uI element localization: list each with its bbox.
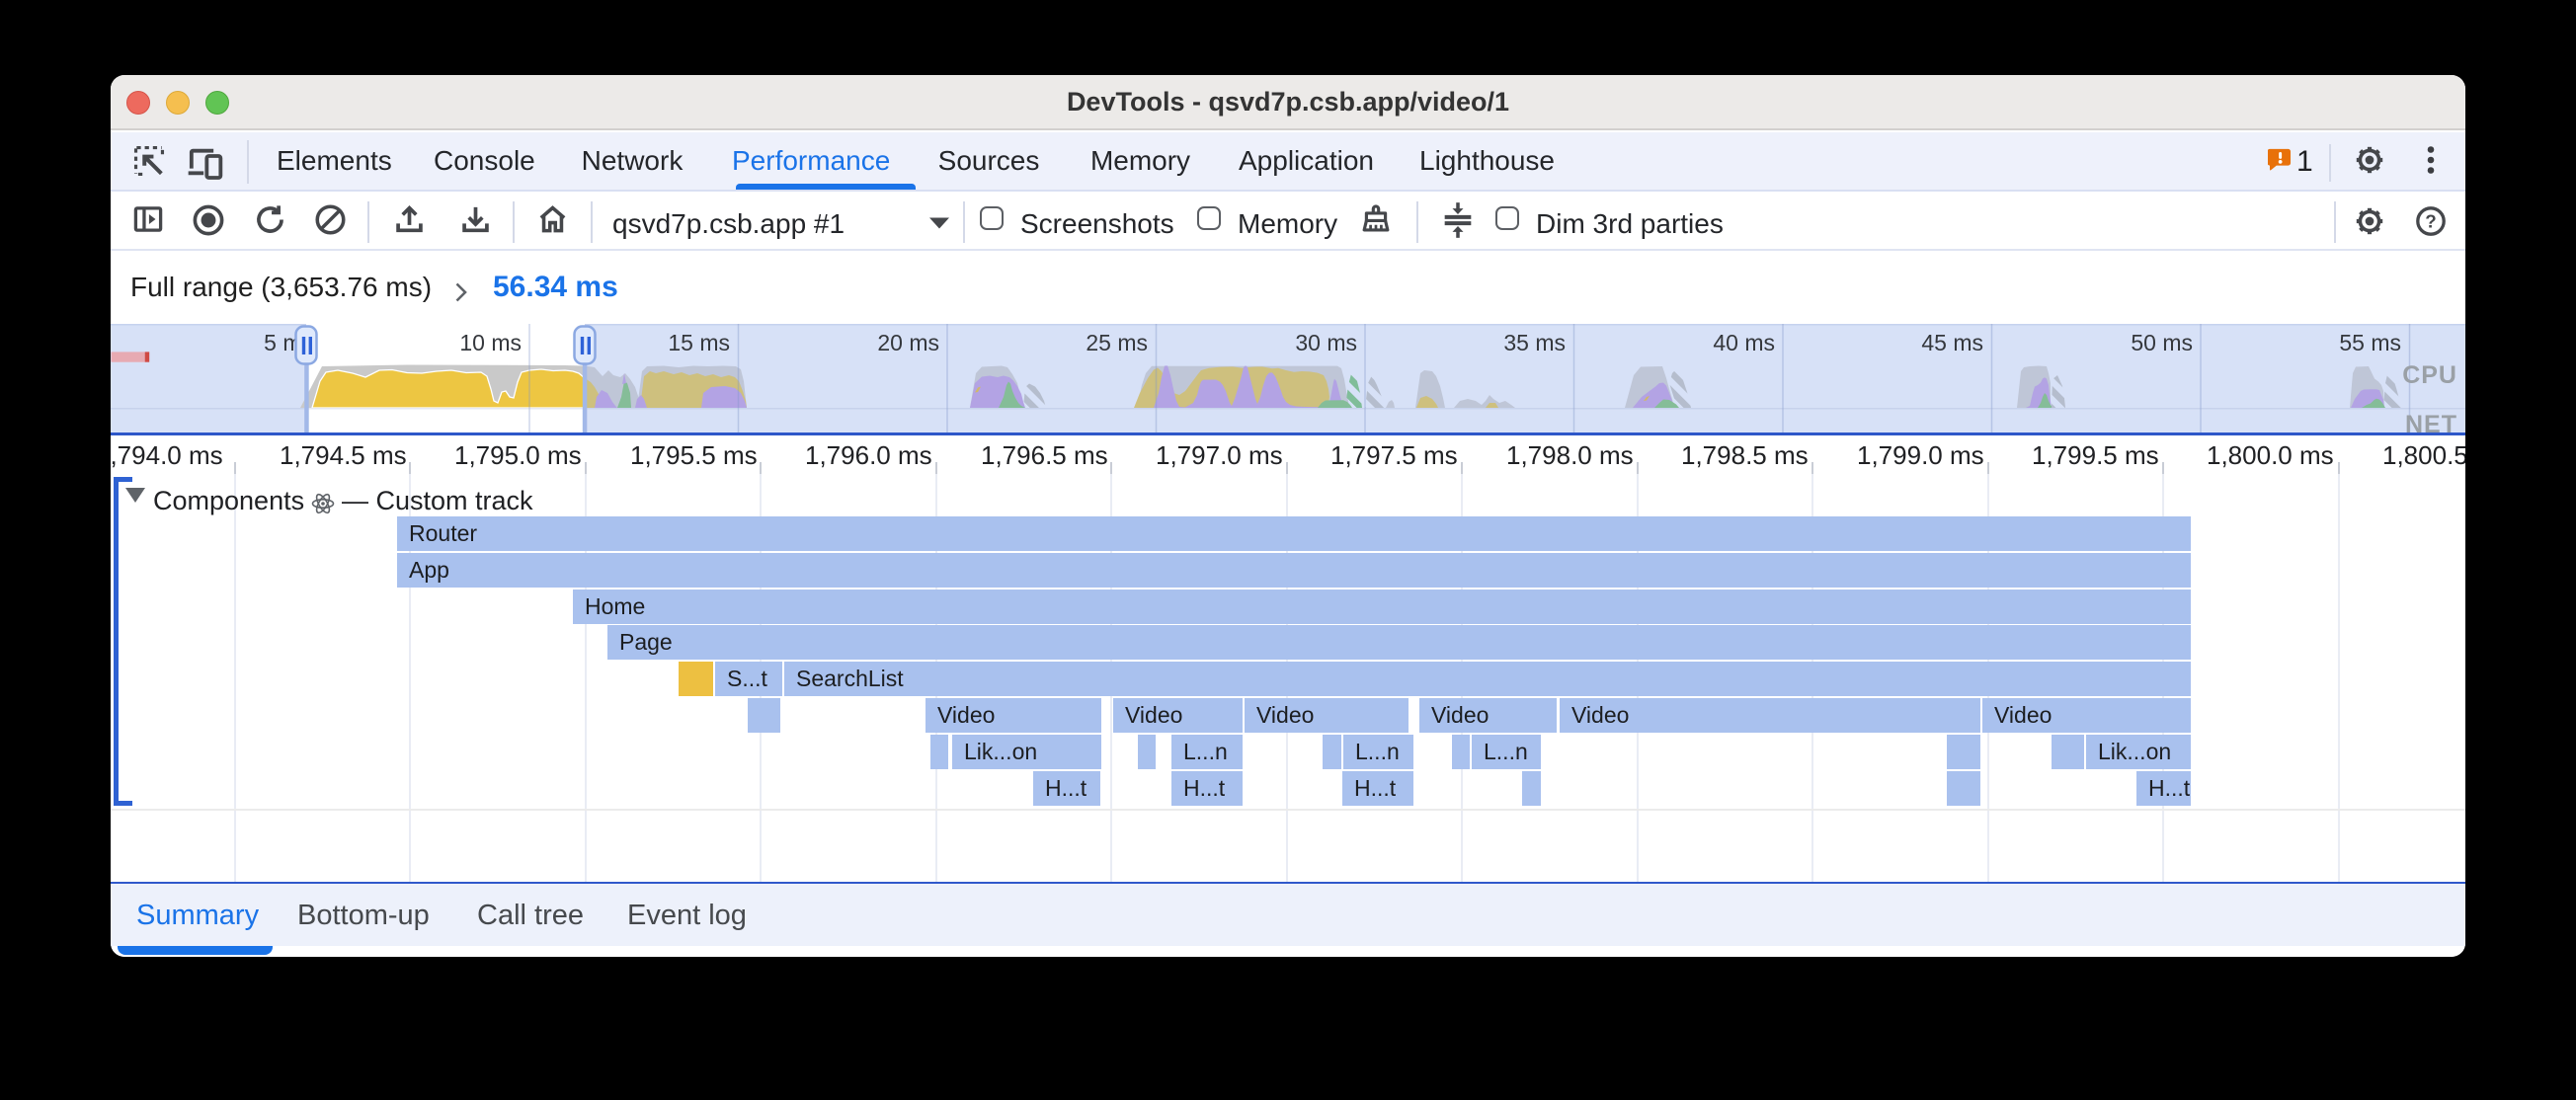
- svg-text:?: ?: [2425, 211, 2436, 232]
